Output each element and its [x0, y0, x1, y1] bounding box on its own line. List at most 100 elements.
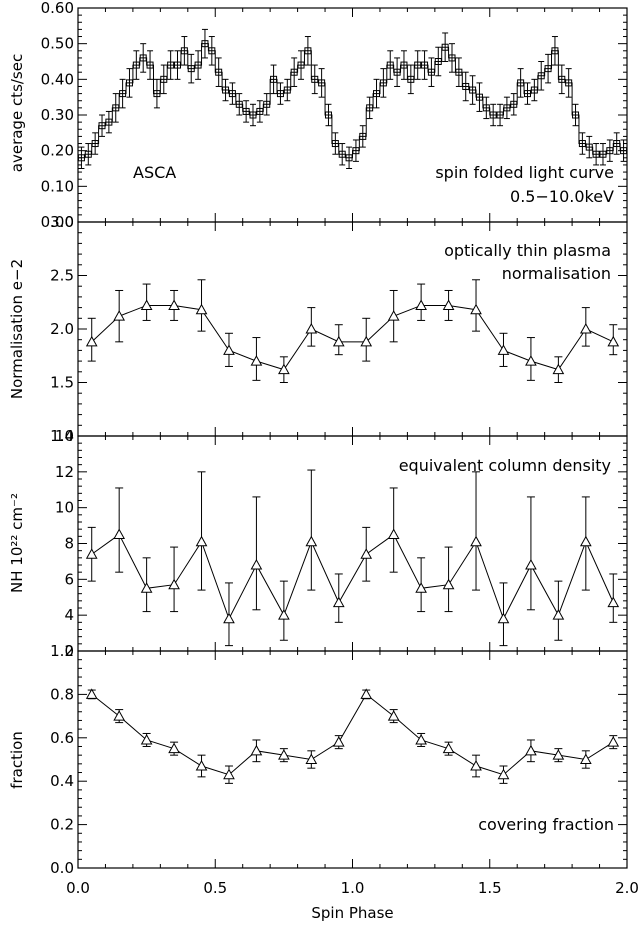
data-point [105, 118, 113, 126]
data-point [187, 65, 195, 73]
data-point [373, 90, 381, 98]
triangle-marker [415, 733, 427, 745]
data-point [544, 65, 552, 73]
triangle-marker [195, 759, 208, 771]
data-point [263, 100, 271, 108]
triangle-marker [470, 303, 482, 315]
data-point [270, 75, 278, 83]
data-point [215, 68, 223, 76]
triangle-marker [140, 582, 153, 593]
light-curve-y-axis-title: average cts/sec [8, 54, 26, 172]
data-point [132, 61, 140, 69]
triangle-marker [305, 753, 318, 764]
normalisation-annotation: optically thin plasma [444, 241, 611, 260]
data-point [359, 132, 367, 140]
data-point [352, 147, 360, 155]
data-point [228, 90, 236, 98]
data-point [290, 68, 298, 76]
triangle-marker [360, 335, 373, 347]
data-point [530, 86, 538, 94]
triangle-marker [415, 299, 427, 310]
normalisation-y-axis-title: Normalisation e−2 [8, 259, 26, 399]
data-point [311, 75, 319, 83]
light-curve-annotation: 0.5−10.0keV [510, 187, 614, 206]
data-point [407, 75, 415, 83]
triangle-marker [140, 733, 153, 745]
triangle-marker [250, 355, 263, 366]
data-point [338, 150, 346, 158]
triangle-marker [305, 322, 318, 334]
y-tick-label: 1.5 [50, 374, 74, 392]
y-tick-label: 3.0 [50, 213, 74, 231]
triangle-marker [85, 335, 98, 347]
data-point [400, 61, 408, 69]
x-tick-label: 1.0 [341, 879, 365, 897]
y-tick-label: 0.60 [41, 0, 74, 17]
triangle-marker [470, 759, 482, 771]
data-point [585, 143, 593, 151]
y-tick-label: 0.50 [41, 35, 74, 53]
data-point [578, 140, 586, 148]
triangle-marker [497, 768, 510, 780]
data-point [304, 47, 312, 55]
triangle-marker [552, 749, 565, 760]
triangle-marker [168, 578, 180, 590]
data-point [517, 79, 525, 87]
data-point [324, 111, 332, 119]
y-tick-label: 10 [55, 499, 74, 517]
data-point [469, 86, 477, 94]
data-point [414, 61, 422, 69]
triangle-marker [442, 299, 455, 310]
triangle-marker [113, 310, 126, 321]
data-point [119, 90, 127, 98]
data-point [558, 75, 566, 83]
triangle-marker [140, 299, 153, 310]
data-point [379, 79, 387, 87]
data-point [256, 107, 264, 115]
data-point [180, 47, 188, 55]
x-axis: 0.0 0.5 1.0 1.5 2.0 [66, 879, 639, 897]
y-tick-label: 14 [55, 427, 74, 445]
column-density-panel: 2 4 6 8 10 12 14 NH 10²² cm⁻² equivalent column … [8, 427, 628, 660]
y-tick-label: 0.30 [41, 106, 74, 124]
data-point [331, 140, 339, 148]
data-point [393, 68, 401, 76]
data-point [208, 47, 216, 55]
triangle-marker [579, 753, 592, 764]
covering-fraction-frame [77, 650, 628, 869]
data-point [112, 104, 120, 112]
data-point [482, 104, 490, 112]
y-tick-label: 0.8 [50, 685, 74, 703]
y-tick-label: 0.6 [50, 729, 74, 747]
triangle-marker [470, 535, 482, 547]
y-tick-label: 0.4 [50, 772, 74, 790]
x-tick-label: 1.5 [478, 879, 502, 897]
triangle-marker [278, 749, 290, 760]
y-tick-label: 6 [64, 570, 74, 588]
data-point [297, 61, 305, 69]
data-point [421, 61, 429, 69]
y-tick-label: 0.10 [41, 177, 74, 195]
triangle-marker [579, 535, 592, 547]
triangle-marker [607, 596, 620, 608]
data-point [462, 82, 470, 90]
data-point [613, 140, 621, 148]
triangle-marker [497, 612, 510, 624]
column-density-annotation: equivalent column density [399, 456, 611, 475]
data-point [153, 90, 161, 98]
triangle-marker [552, 363, 565, 375]
triangle-marker [195, 535, 208, 547]
data-point [366, 104, 374, 112]
data-point [599, 150, 607, 158]
data-point [475, 93, 483, 101]
y-tick-label: 0.2 [50, 816, 74, 834]
x-tick-label: 0.0 [66, 879, 90, 897]
triangle-marker [250, 744, 263, 756]
data-point [510, 100, 518, 108]
light-curve-histogram [78, 43, 627, 159]
triangle-marker [552, 609, 565, 620]
triangle-marker [387, 528, 400, 540]
y-tick-label: 0.0 [50, 859, 74, 877]
triangle-marker [223, 768, 235, 780]
data-point [606, 147, 614, 155]
